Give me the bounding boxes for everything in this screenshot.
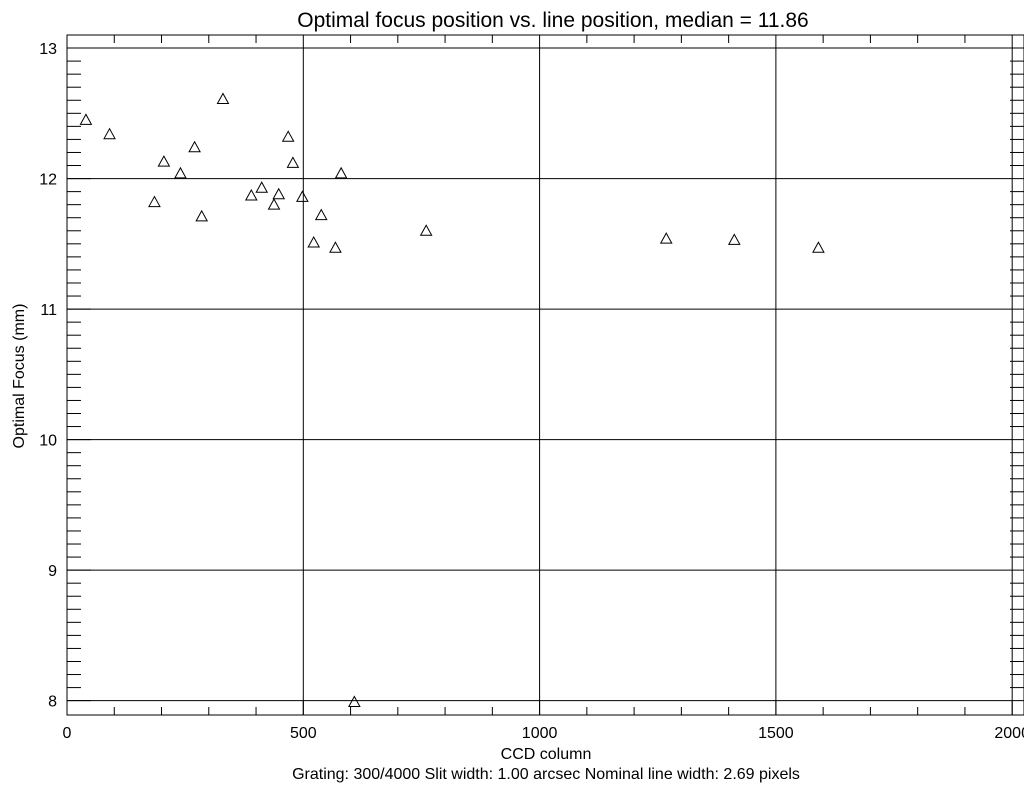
plot-frame [66, 34, 1024, 716]
x-tick-label-0: 0 [63, 725, 72, 742]
chart-title: Optimal focus position vs. line position… [297, 9, 808, 32]
data-point-layer [79, 92, 825, 707]
x-tick-label-3: 1500 [758, 725, 794, 742]
data-point-5 [188, 140, 201, 153]
data-point-20 [419, 224, 433, 236]
y-tick-label-1: 9 [48, 563, 57, 580]
data-point-22 [727, 233, 741, 245]
data-point-17 [329, 241, 342, 253]
y-tick-label-5: 13 [39, 41, 57, 58]
data-point-9 [255, 181, 269, 193]
grid-layer [66, 35, 1024, 715]
data-point-10 [267, 198, 281, 210]
data-point-1 [103, 127, 116, 140]
data-point-14 [296, 190, 309, 202]
data-point-21 [659, 232, 673, 244]
data-point-11 [272, 187, 286, 200]
y-tick-label-3: 11 [40, 302, 57, 319]
data-point-4 [174, 166, 187, 179]
data-point-6 [195, 209, 209, 222]
minor-tick-layer [67, 35, 1024, 715]
x-tick-label-1: 500 [290, 725, 317, 742]
data-point-7 [216, 92, 230, 104]
data-point-3 [157, 155, 171, 167]
data-point-19 [347, 695, 361, 707]
data-point-0 [79, 113, 93, 125]
x-tick-label-4: 2000 [994, 725, 1024, 742]
y-axis-label: Optimal Focus (mm) [11, 304, 28, 449]
x-axis-label: CCD column [501, 746, 592, 763]
tick-label-layer: 0 500 1000 1500 2000 8 9 10 11 12 13 [39, 41, 1024, 742]
data-point-16 [314, 208, 328, 221]
data-point-12 [281, 130, 295, 142]
data-point-15 [307, 235, 321, 248]
chart-footer-note: Grating: 300/4000 Slit width: 1.00 arcse… [292, 766, 800, 783]
y-tick-label-4: 12 [39, 172, 57, 189]
y-tick-label-2: 10 [39, 433, 57, 450]
data-point-13 [286, 156, 300, 168]
y-tick-label-0: 8 [48, 694, 57, 711]
x-tick-label-2: 1000 [522, 725, 558, 742]
data-point-23 [812, 241, 825, 253]
data-point-2 [148, 195, 161, 208]
data-point-8 [244, 188, 258, 201]
data-point-18 [334, 166, 348, 179]
